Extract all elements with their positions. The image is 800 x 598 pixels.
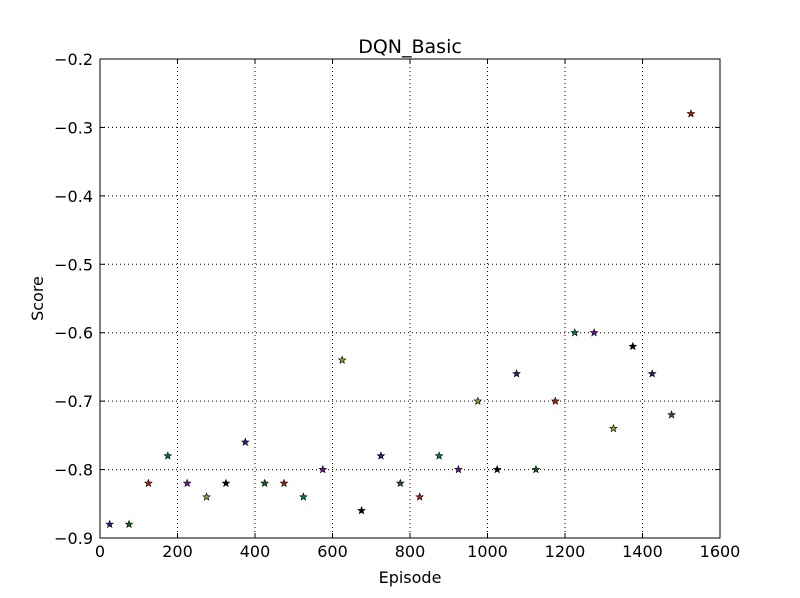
- data-point-8: [260, 478, 270, 488]
- data-point-29: [667, 410, 676, 419]
- data-point-16: [415, 492, 425, 501]
- x-tick-label: 200: [162, 542, 193, 561]
- data-point-20: [492, 464, 502, 474]
- data-point-26: [609, 423, 618, 433]
- data-point-18: [454, 464, 463, 474]
- data-point-21: [512, 369, 521, 378]
- data-point-22: [531, 464, 541, 474]
- x-tick-label: 400: [240, 542, 271, 561]
- data-point-23: [550, 396, 560, 405]
- plot-frame: [99, 58, 721, 539]
- data-point-12: [337, 355, 347, 364]
- data-point-25: [589, 328, 599, 337]
- y-tick-label: −0.7: [54, 392, 93, 411]
- y-tick-label: −0.6: [54, 324, 93, 343]
- x-axis-label: Episode: [379, 568, 442, 587]
- x-tick-label: 1200: [545, 542, 586, 561]
- chart-title: DQN_Basic: [358, 36, 462, 58]
- data-point-6: [221, 478, 231, 488]
- data-point-11: [318, 464, 328, 474]
- y-axis-ticks: −0.9 −0.8 −0.7 −0.6 −0.5 −0.4 −0.3 −0.2: [54, 50, 720, 548]
- data-point-0: [105, 519, 115, 529]
- data-point-4: [182, 478, 192, 488]
- data-point-5: [202, 492, 211, 501]
- data-point-1: [124, 519, 134, 529]
- x-tick-label: 1600: [700, 542, 741, 561]
- x-tick-label: 1400: [622, 542, 663, 561]
- data-point-9: [279, 478, 289, 488]
- y-tick-label: −0.8: [54, 461, 93, 480]
- data-point-24: [570, 328, 580, 337]
- x-tick-label: 0: [95, 542, 105, 561]
- y-tick-label: −0.3: [54, 118, 93, 137]
- x-tick-label: 800: [395, 542, 426, 561]
- data-point-3: [163, 451, 173, 460]
- data-points: [105, 109, 696, 529]
- y-tick-label: −0.5: [54, 255, 93, 274]
- data-point-30: [686, 109, 696, 118]
- data-point-2: [144, 478, 153, 488]
- grid-lines: [100, 59, 720, 538]
- y-axis-label: Score: [28, 276, 47, 321]
- data-point-27: [628, 341, 638, 351]
- data-point-13: [357, 505, 366, 515]
- data-point-17: [434, 451, 444, 460]
- x-axis-ticks: 0 200 400 600 800 1000 1200 1400 1600: [95, 59, 740, 561]
- y-tick-label: −0.2: [54, 50, 93, 69]
- data-point-10: [299, 492, 308, 501]
- y-tick-label: −0.4: [54, 187, 93, 206]
- x-tick-label: 600: [317, 542, 348, 561]
- data-point-15: [395, 478, 405, 488]
- data-point-28: [647, 369, 657, 378]
- data-point-19: [473, 396, 483, 405]
- data-point-14: [376, 451, 386, 460]
- y-tick-label: −0.9: [54, 529, 93, 548]
- data-point-7: [240, 437, 250, 446]
- x-tick-label: 1000: [467, 542, 508, 561]
